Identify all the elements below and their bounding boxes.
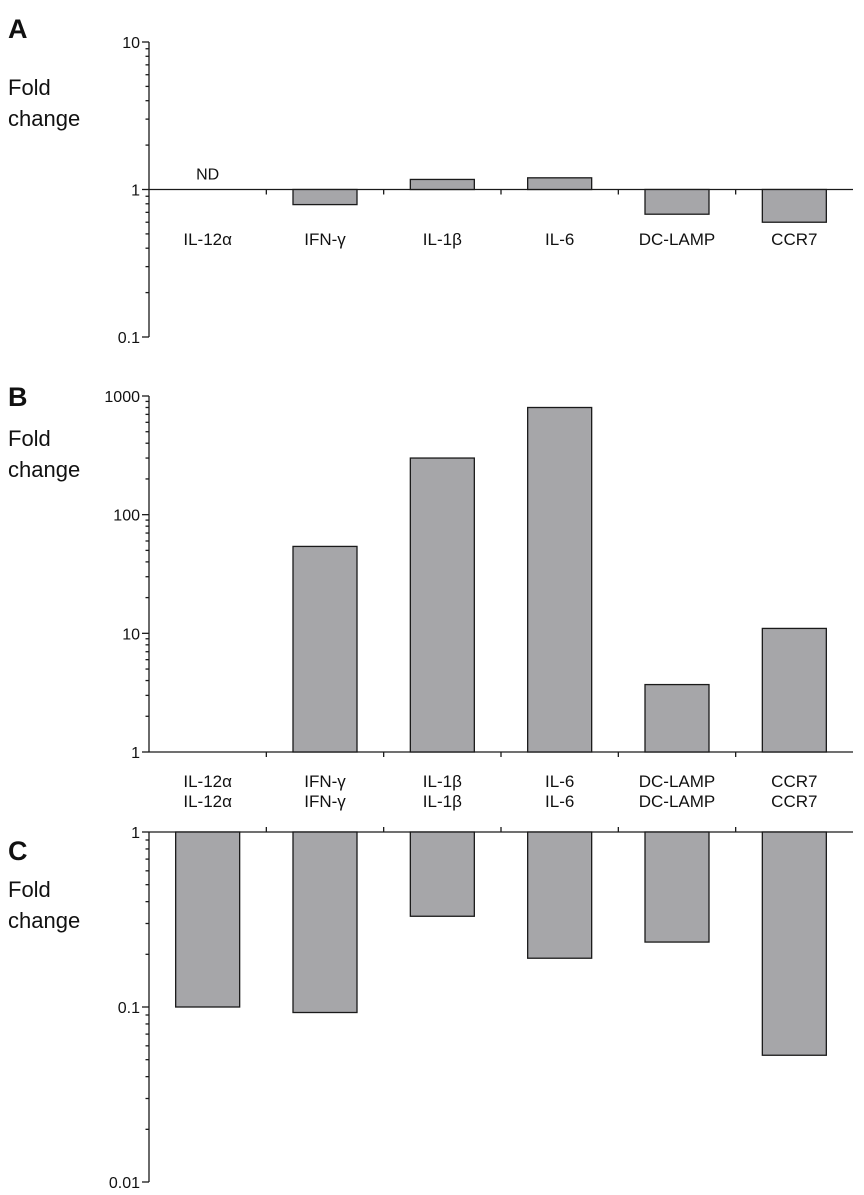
panel-C: C Fold change 1 0.1 0.01 IL-12α IFN-γ IL-1β IL-6 D…	[8, 792, 853, 1192]
bar-A-2	[409, 178, 475, 191]
category-label: DC-LAMP	[639, 792, 716, 811]
panel-A: A Fold change 10 1 0.1 IL-12α IFN-γ IL-1β IL-6 DC-…	[8, 14, 853, 347]
bar-C-1	[292, 831, 358, 1014]
bar-A-4	[644, 188, 710, 215]
category-label: IL-1β	[423, 230, 462, 249]
y-axis-label: change	[8, 457, 80, 482]
category-label: IFN-γ	[304, 772, 346, 791]
y-tick-label: 0.1	[118, 330, 140, 347]
y-tick-label: 1	[131, 825, 140, 842]
bar-A-5	[761, 188, 827, 223]
bar-C-3	[527, 831, 593, 959]
category-label: IL-12α	[183, 792, 232, 811]
y-axis-label: change	[8, 106, 80, 131]
bar-B-1	[292, 545, 358, 753]
y-tick-label: 10	[122, 626, 140, 643]
bar-C-5	[761, 831, 827, 1056]
category-label: IL-6	[545, 772, 574, 791]
category-label: IL-12α	[183, 772, 232, 791]
bar-B-2	[409, 457, 475, 753]
y-tick-label: 1	[131, 745, 140, 762]
category-label: IL-1β	[423, 772, 462, 791]
category-label: IL-6	[545, 230, 574, 249]
y-axis-label: Fold	[8, 426, 51, 451]
y-axis-label: Fold	[8, 75, 51, 100]
y-tick-label: 0.01	[109, 1175, 140, 1192]
y-tick-label: 10	[122, 35, 140, 52]
category-label: DC-LAMP	[639, 772, 716, 791]
y-tick-label: 1	[131, 183, 140, 200]
category-label: IL-1β	[423, 792, 462, 811]
category-label: IFN-γ	[304, 230, 346, 249]
not-detected-annotation: ND	[196, 167, 219, 184]
category-label: IL-6	[545, 792, 574, 811]
bar-C-2	[409, 831, 475, 917]
category-label: DC-LAMP	[639, 230, 716, 249]
panel-letter-C: C	[8, 836, 28, 866]
bar-B-3	[527, 406, 593, 753]
panel-B: B Fold change 1000 100 10 1 IL-12α IFN-γ IL-1β IL-…	[8, 382, 853, 791]
panel-letter-B: B	[8, 382, 28, 412]
bar-C-0	[175, 831, 241, 1008]
category-label: CCR7	[771, 792, 817, 811]
y-tick-label: 1000	[104, 389, 140, 406]
y-axis-label: Fold	[8, 877, 51, 902]
y-tick-label: 0.1	[118, 1000, 140, 1017]
bar-A-1	[292, 188, 358, 206]
panel-letter-A: A	[8, 14, 28, 44]
bar-C-4	[644, 831, 710, 943]
y-tick-label: 100	[113, 508, 140, 525]
category-label: IFN-γ	[304, 792, 346, 811]
category-label: IL-12α	[183, 230, 232, 249]
category-label: CCR7	[771, 230, 817, 249]
category-label: CCR7	[771, 772, 817, 791]
bar-B-5	[761, 627, 827, 753]
y-axis-label: change	[8, 908, 80, 933]
bar-B-4	[644, 683, 710, 753]
bar-A-3	[527, 177, 593, 191]
